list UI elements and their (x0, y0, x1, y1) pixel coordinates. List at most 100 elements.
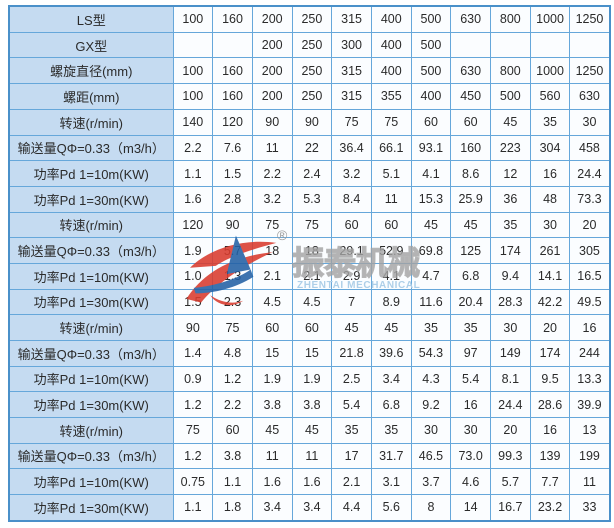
spec-cell: 69.8 (410, 237, 452, 264)
row-label: 输送量QΦ=0.33（m3/h） (8, 237, 174, 264)
spec-cell: 160 (212, 57, 253, 85)
spec-cell: 39.9 (569, 391, 611, 418)
spec-cell: 125 (450, 237, 491, 264)
spec-cell: 73.3 (569, 185, 611, 213)
table-row: 功率Pd 1=30m(KW) 1.2 2.2 3.8 3.8 5.4 6.8 9.2 16 24.… (8, 391, 611, 418)
spec-cell: 2.3 (212, 288, 253, 316)
spec-cell: 120 (212, 108, 253, 136)
spec-cell: 5.1 (370, 160, 412, 187)
spec-cell: 5.6 (370, 493, 412, 522)
spec-cell: 9.5 (529, 365, 571, 393)
spec-cell: 3.8 (291, 391, 333, 418)
spec-cell: 21.8 (331, 339, 372, 367)
spec-cell: 100 (172, 57, 214, 85)
spec-cell: 30 (569, 108, 611, 136)
table-row: 螺距(mm) 100 160 200 250 315 355 400 450 500 560 630 (8, 83, 611, 110)
spec-cell: 500 (410, 31, 452, 59)
spec-cell: 800 (490, 5, 531, 33)
spec-cell: 75 (251, 211, 293, 239)
spec-cell: 39.6 (370, 339, 412, 367)
spec-cell: 3.2 (251, 185, 293, 213)
row-label: 功率Pd 1=10m(KW) (8, 468, 174, 495)
spec-cell: 24.4 (490, 391, 531, 418)
spec-cell: 4.1 (370, 262, 412, 290)
spec-cell: 22 (291, 134, 333, 162)
table-row: 功率Pd 1=10m(KW) 1.1 1.5 2.2 2.4 3.2 5.1 4.1 8.6 12… (8, 160, 611, 187)
spec-cell: 3.2 (331, 160, 372, 187)
spec-cell: 2.2 (172, 134, 214, 162)
spec-cell: 4.5 (291, 288, 333, 316)
spec-cell: 7 (331, 288, 372, 316)
spec-cell: 3.4 (291, 493, 333, 522)
spec-cell: 4.7 (410, 262, 452, 290)
spec-cell: 11.6 (410, 288, 452, 316)
row-label: 输送量QΦ=0.33（m3/h） (8, 442, 174, 470)
spec-cell: 2.2 (251, 160, 293, 187)
spec-cell: 2.9 (331, 262, 372, 290)
spec-cell: 15.3 (410, 185, 452, 213)
spec-cell: 4.8 (212, 339, 253, 367)
table-row: 输送量QΦ=0.33（m3/h） 1.4 4.8 15 15 21.8 39.6 54.3 97… (8, 339, 611, 367)
spec-cell: 1.9 (172, 237, 214, 264)
spec-cell: 2.1 (291, 262, 333, 290)
table-row: 功率Pd 1=30m(KW) 1.6 2.8 3.2 5.3 8.4 11 15.3 25.9 3… (8, 185, 611, 213)
row-label: 功率Pd 1=30m(KW) (8, 493, 174, 522)
spec-cell: 223 (490, 134, 531, 162)
spec-cell: 630 (450, 5, 491, 33)
spec-cell: 630 (569, 83, 611, 110)
row-label: 螺距(mm) (8, 83, 174, 110)
spec-cell: 14 (450, 493, 491, 522)
table-row: 转速(r/min) 120 90 75 75 60 60 45 45 35 30 20 (8, 211, 611, 239)
spec-cell: 42.2 (529, 288, 571, 316)
spec-cell: 28.3 (490, 288, 531, 316)
spec-cell: 304 (529, 134, 571, 162)
spec-cell: 20 (529, 314, 571, 341)
spec-cell: 13 (569, 416, 611, 444)
spec-cell: 355 (370, 83, 412, 110)
row-label: GX型 (8, 31, 174, 59)
row-label: 输送量QΦ=0.33（m3/h） (8, 339, 174, 367)
spec-cell: 20 (569, 211, 611, 239)
spec-cell: 400 (410, 83, 452, 110)
spec-cell: 244 (569, 339, 611, 367)
spec-cell: 1.1 (172, 493, 214, 522)
spec-cell: 35 (450, 314, 491, 341)
row-label: 功率Pd 1=30m(KW) (8, 288, 174, 316)
spec-cell: 500 (410, 5, 452, 33)
spec-cell: 18 (251, 237, 293, 264)
spec-cell: 1250 (569, 57, 611, 85)
spec-cell (212, 31, 253, 59)
spec-cell: 48 (529, 185, 571, 213)
spec-cell (569, 31, 611, 59)
spec-cell: 500 (410, 57, 452, 85)
spec-cell: 8 (410, 493, 452, 522)
spec-cell: 11 (291, 442, 333, 470)
spec-cell: 90 (291, 108, 333, 136)
row-label: 功率Pd 1=30m(KW) (8, 185, 174, 213)
spec-cell: 1.9 (291, 365, 333, 393)
table-row: 输送量QΦ=0.33（m3/h） 1.2 3.8 11 11 17 31.7 46.5 73.0… (8, 442, 611, 470)
row-label: 功率Pd 1=10m(KW) (8, 262, 174, 290)
spec-cell: 7.7 (529, 468, 571, 495)
spec-cell: 49.5 (569, 288, 611, 316)
spec-cell: 5.3 (291, 185, 333, 213)
spec-cell: 75 (331, 108, 372, 136)
spec-cell: 45 (331, 314, 372, 341)
spec-cell: 199 (569, 442, 611, 470)
table-row: 输送量QΦ=0.33（m3/h） 2.2 7.6 11 22 36.4 66.1 93.1 16… (8, 134, 611, 162)
spec-cell: 6.8 (450, 262, 491, 290)
spec-cell: 139 (529, 442, 571, 470)
row-label: 功率Pd 1=30m(KW) (8, 391, 174, 418)
spec-cell: 200 (251, 57, 293, 85)
spec-cell: 1.1 (212, 468, 253, 495)
spec-cell: 1.6 (172, 185, 214, 213)
spec-cell: 97 (450, 339, 491, 367)
spec-cell: 20.4 (450, 288, 491, 316)
spec-cell: 200 (251, 5, 293, 33)
spec-cell: 3.8 (212, 442, 253, 470)
spec-cell: 60 (251, 314, 293, 341)
table-row: 转速(r/min) 75 60 45 45 35 35 30 30 20 16 13 (8, 416, 611, 444)
spec-cell (172, 31, 214, 59)
spec-cell: 99.3 (490, 442, 531, 470)
